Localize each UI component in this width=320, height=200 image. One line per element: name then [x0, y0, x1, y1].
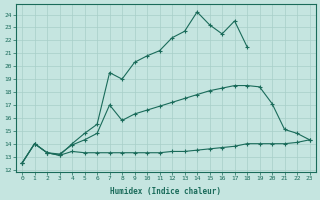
- X-axis label: Humidex (Indice chaleur): Humidex (Indice chaleur): [110, 187, 221, 196]
